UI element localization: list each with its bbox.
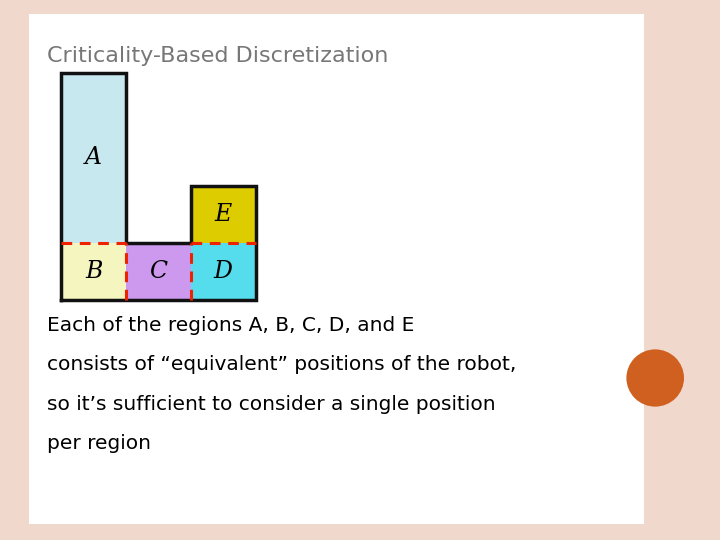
Ellipse shape	[626, 349, 684, 407]
Text: A: A	[85, 146, 102, 170]
Text: C: C	[149, 260, 168, 283]
Text: Each of the regions A, B, C, D, and E: Each of the regions A, B, C, D, and E	[47, 316, 414, 335]
Bar	[191, 243, 256, 300]
Bar	[191, 186, 256, 243]
Text: so it’s sufficient to consider a single position: so it’s sufficient to consider a single …	[47, 395, 495, 414]
Text: consists of “equivalent” positions of the robot,: consists of “equivalent” positions of th…	[47, 355, 516, 374]
Text: E: E	[215, 203, 232, 226]
Bar	[29, 14, 644, 524]
Text: Criticality-Based Discretization: Criticality-Based Discretization	[47, 46, 388, 66]
Text: B: B	[85, 260, 102, 283]
Bar	[61, 73, 126, 243]
Bar	[126, 243, 191, 300]
Text: D: D	[214, 260, 233, 283]
Bar	[61, 243, 126, 300]
Text: per region: per region	[47, 434, 150, 453]
